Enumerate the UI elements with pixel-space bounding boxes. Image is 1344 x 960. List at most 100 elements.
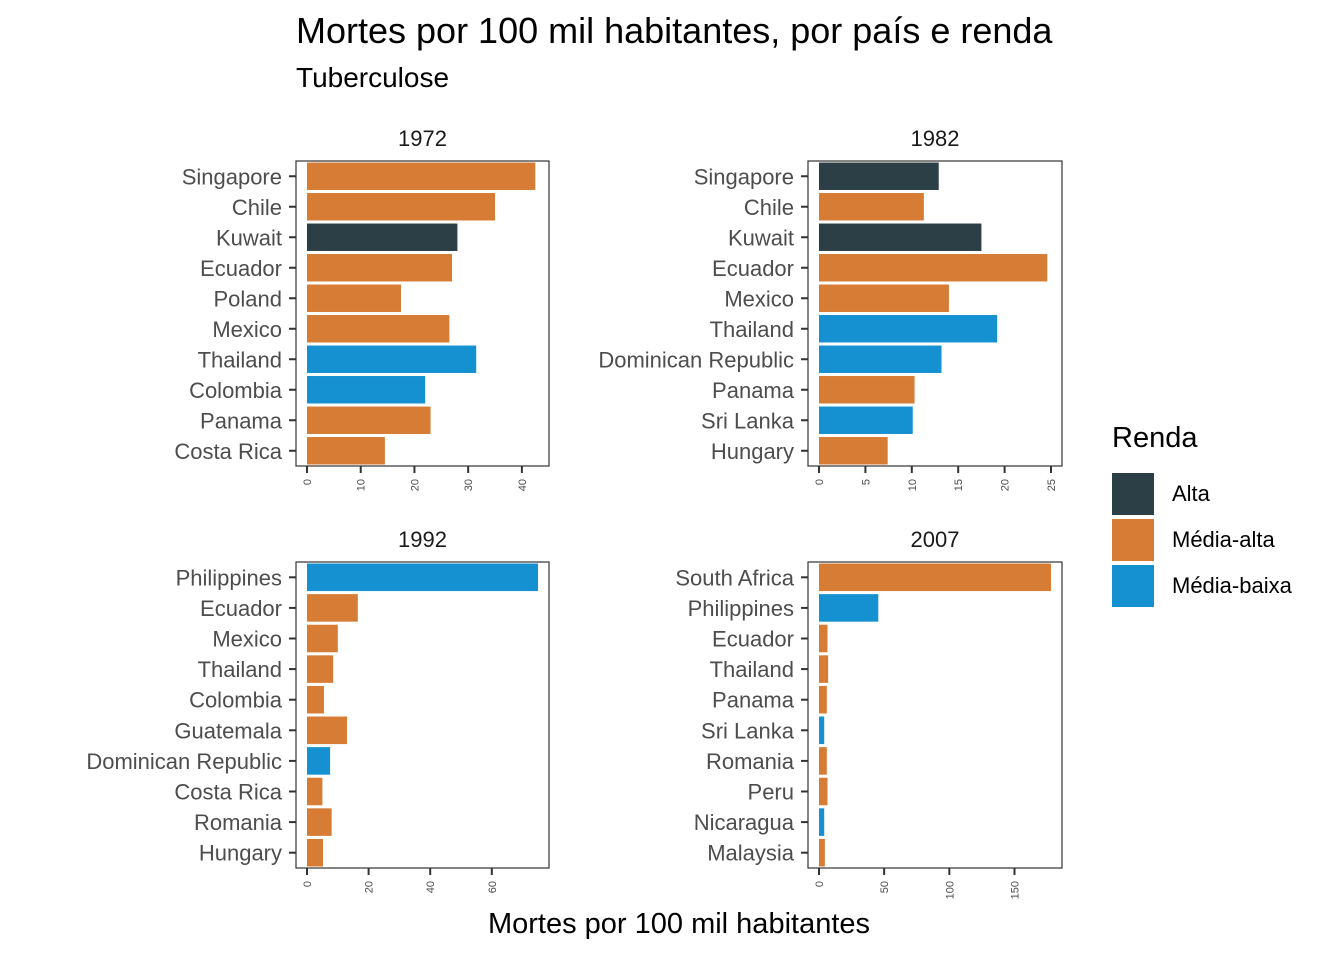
panel-2007-label-thailand: Thailand xyxy=(710,657,794,682)
panel-2007-label-peru: Peru xyxy=(748,780,794,805)
panel-1992-bar-costa-rica xyxy=(307,777,323,806)
panel-1972-bar-poland xyxy=(307,284,402,312)
panel-1982-bar-kuwait xyxy=(819,223,982,251)
panel-1982-xtick-label-25: 25 xyxy=(1046,479,1058,491)
panel-2007-label-nicaragua: Nicaragua xyxy=(694,810,795,835)
panel-2007-label-malaysia: Malaysia xyxy=(707,841,795,866)
panel-1972-xtick-label-0: 0 xyxy=(302,479,314,485)
panel-1972-label-colombia: Colombia xyxy=(189,378,283,403)
panel-1972-xtick-label-30: 30 xyxy=(463,479,475,491)
panel-1982-label-singapore: Singapore xyxy=(694,164,794,189)
panel-1982-bar-sri-lanka xyxy=(819,406,913,434)
panel-2007-bar-nicaragua xyxy=(819,808,825,836)
panel-1982-xtick-label-15: 15 xyxy=(953,479,965,491)
panel-1992-title: 1992 xyxy=(398,527,447,552)
legend-item-media-alta: Média-alta xyxy=(1112,517,1292,563)
panel-2007-label-sri-lanka: Sri Lanka xyxy=(701,718,795,743)
panel-1982-bar-singapore xyxy=(819,162,939,190)
panel-1992-bar-ecuador xyxy=(307,594,358,622)
panel-1992-label-colombia: Colombia xyxy=(189,688,283,713)
panel-1992-bar-hungary xyxy=(307,838,324,867)
panel-1972-label-thailand: Thailand xyxy=(198,347,282,372)
panel-1972-label-poland: Poland xyxy=(213,286,282,311)
panel-1972-label-mexico: Mexico xyxy=(212,317,282,342)
legend-swatch-media-baixa xyxy=(1112,565,1154,607)
panel-1982-bar-chile xyxy=(819,193,924,221)
panel-2007-bar-thailand xyxy=(819,655,829,683)
panel-1982-label-mexico: Mexico xyxy=(724,286,794,311)
panel-1982-xtick-label-20: 20 xyxy=(1000,479,1012,491)
panel-2007-xtick-label-100: 100 xyxy=(944,881,956,899)
panel-2007-bar-romania xyxy=(819,747,827,775)
panel-2007-label-romania: Romania xyxy=(706,749,795,774)
panel-2007-bar-malaysia xyxy=(819,838,825,867)
legend-swatch-alta xyxy=(1112,473,1154,515)
panel-1972-title: 1972 xyxy=(398,126,447,151)
panel-1972-bar-chile xyxy=(307,193,496,221)
panel-1982-bar-mexico xyxy=(819,284,949,312)
panel-1972-xtick-label-40: 40 xyxy=(517,479,529,491)
panel-2007-border xyxy=(807,561,1063,869)
panel-1992-label-guatemala: Guatemala xyxy=(174,718,282,743)
panel-1972-border xyxy=(295,160,550,467)
panel-1972-bar-singapore xyxy=(307,162,536,190)
panel-1992-border xyxy=(295,561,550,869)
panel-1982-border xyxy=(807,160,1063,467)
panel-1972-label-costa-rica: Costa Rica xyxy=(174,439,282,464)
legend-label-media-alta: Média-alta xyxy=(1172,527,1275,552)
panel-1992-bar-philippines xyxy=(307,563,538,592)
legend-label-media-baixa: Média-baixa xyxy=(1172,573,1292,598)
panel-1992-xtick-label-0: 0 xyxy=(302,881,314,887)
panel-1972-bar-ecuador xyxy=(307,254,453,282)
panel-1992-label-ecuador: Ecuador xyxy=(200,596,282,621)
panel-1992-bar-mexico xyxy=(307,624,338,653)
panel-1982-bar-ecuador xyxy=(819,254,1048,282)
panel-1972-bar-mexico xyxy=(307,315,450,343)
panel-2007-bar-philippines xyxy=(819,594,879,622)
panel-1982-label-thailand: Thailand xyxy=(710,317,794,342)
panel-1982-label-hungary: Hungary xyxy=(711,439,794,464)
panel-1992-xtick-label-20: 20 xyxy=(364,881,376,893)
chart-title: Mortes por 100 mil habitantes, por país … xyxy=(296,10,1053,51)
panel-1982-xtick-label-10: 10 xyxy=(907,479,919,491)
panel-2007-xtick-label-150: 150 xyxy=(1010,881,1022,899)
panel-1982-bar-panama xyxy=(819,376,915,404)
panel-1992-label-mexico: Mexico xyxy=(212,627,282,652)
panel-1972-label-kuwait: Kuwait xyxy=(216,225,282,250)
panel-1982-label-dominican-republic: Dominican Republic xyxy=(598,347,794,372)
panel-1992-bar-thailand xyxy=(307,655,334,683)
panel-2007-bar-ecuador xyxy=(819,624,828,653)
panel-2007-bar-peru xyxy=(819,777,828,806)
panel-1982-bar-thailand xyxy=(819,315,998,343)
panel-2007-xtick-label-0: 0 xyxy=(814,881,826,887)
panel-2007-bar-south-africa xyxy=(819,563,1051,592)
panel-1972-label-chile: Chile xyxy=(232,195,282,220)
panel-1992-label-costa-rica: Costa Rica xyxy=(174,780,282,805)
panel-2007-label-ecuador: Ecuador xyxy=(712,627,794,652)
panel-1982-xtick-label-0: 0 xyxy=(814,479,826,485)
panel-1992-label-hungary: Hungary xyxy=(199,841,282,866)
panel-1972-bar-panama xyxy=(307,406,431,434)
x-axis-label: Mortes por 100 mil habitantes xyxy=(487,908,871,940)
panel-1972-xtick-label-20: 20 xyxy=(409,479,421,491)
panel-2007-label-south-africa: South Africa xyxy=(675,565,794,590)
panel-1992-bar-guatemala xyxy=(307,716,348,745)
panel-1972-bar-colombia xyxy=(307,376,426,404)
panel-1992-label-dominican-republic: Dominican Republic xyxy=(86,749,282,774)
panel-1992-label-thailand: Thailand xyxy=(198,657,282,682)
legend-swatch-media-alta xyxy=(1112,519,1154,561)
panel-1972-label-singapore: Singapore xyxy=(182,164,282,189)
panel-1982-label-ecuador: Ecuador xyxy=(712,256,794,281)
panel-1992-bar-dominican-republic xyxy=(307,747,331,775)
legend-item-media-baixa: Média-baixa xyxy=(1112,563,1292,609)
panel-1982-title: 1982 xyxy=(911,126,960,151)
panel-2007-bar-sri-lanka xyxy=(819,716,825,745)
panel-1982-label-panama: Panama xyxy=(712,378,795,403)
panel-1982-label-chile: Chile xyxy=(744,195,794,220)
panel-1972-bar-kuwait xyxy=(307,223,458,251)
legend-title: Renda xyxy=(1112,422,1198,454)
panel-1982-label-kuwait: Kuwait xyxy=(728,225,794,250)
panel-2007-title: 2007 xyxy=(911,527,960,552)
panel-1992-bar-romania xyxy=(307,808,332,836)
